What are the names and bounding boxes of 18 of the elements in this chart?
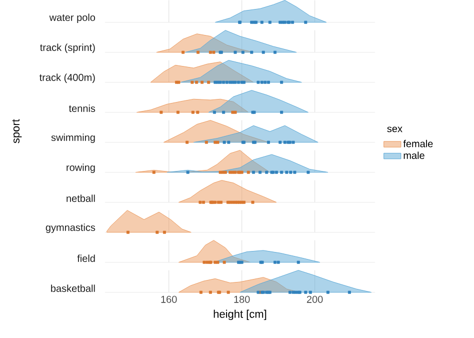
- x-tick-label: 180: [234, 296, 250, 303]
- text: track (sprint): [40, 44, 95, 53]
- legend-label: female: [403, 140, 433, 148]
- x-tick-label: 200: [306, 296, 323, 303]
- text: basketball: [51, 284, 95, 292]
- text: tennis: [68, 104, 96, 112]
- text: gymnastics: [46, 223, 96, 233]
- x-tick-label: 160: [161, 296, 177, 303]
- text: field: [77, 254, 95, 262]
- text: track (400m): [40, 74, 95, 83]
- legend-title: sex: [387, 126, 402, 132]
- text: rowing: [66, 164, 95, 173]
- text: netball: [66, 194, 95, 202]
- y-axis-title: sport: [12, 119, 22, 144]
- legend-label: male: [404, 152, 424, 159]
- x-axis-title: height [cm]: [214, 310, 266, 320]
- text: water polo: [49, 14, 96, 23]
- text: swimming: [51, 134, 95, 143]
